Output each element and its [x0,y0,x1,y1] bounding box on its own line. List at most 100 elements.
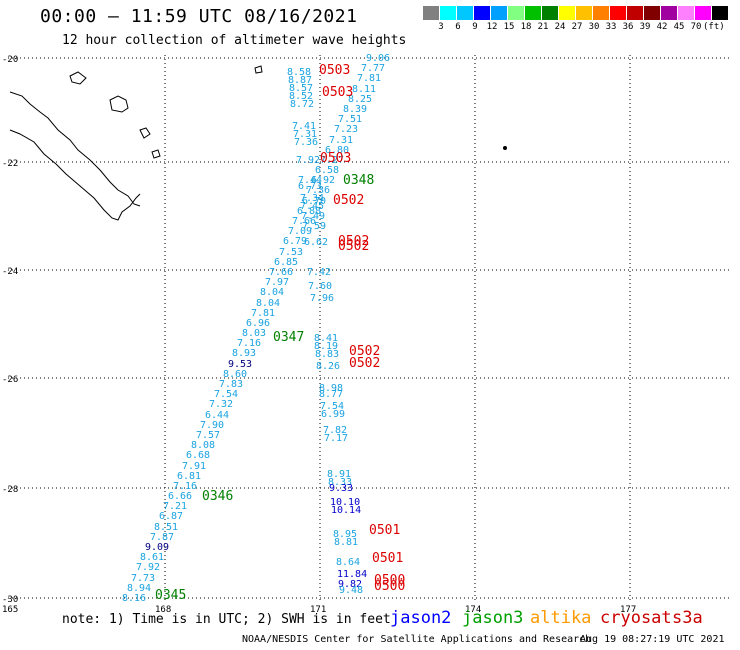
swh-value-track-a: 7.92 [136,562,161,573]
swh-value-track-a: 7.66 [292,216,317,227]
swh-value-track-b: 10.14 [331,505,362,516]
pass-id-s3a: 0502 [333,193,365,208]
legend-s3a: s3a [672,608,703,628]
generated-timestamp: Aug 19 08:27:19 UTC 2021 [580,634,725,645]
swh-value-track-a: 6.58 [315,165,340,176]
swh-value-track-a: 8.11 [352,84,377,95]
swh-value-track-a: 8.94 [127,583,152,594]
scale-swatch [440,6,456,20]
swh-value-track-b: 7.44 [298,175,323,186]
swh-value-track-a: 6.92 [311,175,336,186]
island-coast-c [151,149,161,159]
lon-tick-label: 174 [465,605,481,615]
lat-tick-label: -28 [2,485,18,495]
swh-value-track-a: 8.08 [191,440,216,451]
new-caledonia-coast [9,91,141,221]
pass-id-s3a: 0502 [349,356,381,371]
pass-id-s3a: 0502 [338,239,370,254]
scale-label: 15 [503,22,515,32]
pass-id-s3a: 0501 [369,523,401,538]
swh-value-track-a: 7.77 [361,63,386,74]
scale-swatch [661,6,677,20]
pass-id-s3a: 0502 [338,234,370,249]
swh-value-track-a: 8.03 [242,328,267,339]
swh-value-track-b: 7.92 [296,155,321,166]
island-coast-a [69,71,87,85]
map-subtitle: 12 hour collection of altimeter wave hei… [62,33,407,48]
swh-value-track-a: 7.73 [131,573,156,584]
swh-value-track-a: 9.06 [366,53,391,64]
swh-value-track-a: 7.31 [329,135,354,146]
scale-label: 45 [673,22,685,32]
swh-value-track-a: 7.27 [320,155,345,166]
scale-label: (ft) [703,22,725,32]
map-grid [8,55,732,600]
swh-value-track-b: 7.96 [310,293,335,304]
swh-value-track-b: 8.81 [334,537,359,548]
scale-label: 3 [438,22,444,32]
swh-value-track-b: 7.45 [300,201,325,212]
lat-tick-label: -24 [2,267,18,277]
swh-value-track-a: 9.09 [145,542,170,553]
scale-label: 24 [554,22,566,32]
swh-value-track-b: 8.41 [314,333,339,344]
swh-value-track-b: 10.10 [330,497,361,508]
swh-value-track-a: 7.21 [163,501,188,512]
swh-value-track-b: 7.36 [294,137,319,148]
swh-value-track-a: 8.25 [348,94,373,105]
swh-value-track-b: 8.77 [319,389,344,400]
swh-value-track-b: 11.84 [337,569,368,580]
swh-value-track-b: 8.87 [288,75,313,86]
scale-label: 6 [455,22,461,32]
swh-value-track-a: 6.87 [159,511,184,522]
scale-label: 12 [486,22,498,32]
swh-value-track-a: 7.91 [182,461,207,472]
swh-value-track-a: 7.16 [173,481,198,492]
swh-value-track-a: 7.09 [288,226,313,237]
swh-value-track-b: 8.83 [315,349,340,360]
swh-value-track-b: 7.31 [293,129,318,140]
scale-swatch [542,6,558,20]
island-coast-d [254,65,263,74]
swh-value-track-a: 8.60 [223,369,248,380]
lat-tick-label: -30 [2,595,18,605]
swh-value-track-b: 7.49 [301,211,326,222]
island-coast-b [139,127,151,139]
lat-tick-label: -20 [2,55,18,65]
swh-value-track-b: 7.34 [300,193,325,204]
swh-value-track-a: 6.70 [302,196,327,207]
scale-swatch [559,6,575,20]
swh-value-track-b: 6.99 [321,409,346,420]
swh-value-track-a: 7.54 [214,389,239,400]
lat-tick-label: -26 [2,375,18,385]
legend-jason2: jason2 [390,608,452,628]
swh-value-track-b: 8.91 [327,469,352,480]
scale-label: 27 [571,22,583,32]
pass-id-s3a: 0500 [374,579,406,594]
swh-value-track-b: 8.19 [314,341,339,352]
scale-swatch [695,6,711,20]
swh-value-track-a: 7.16 [237,338,262,349]
scale-swatch [593,6,609,20]
legend-cryosat: cryosat [600,608,672,628]
scale-label: 33 [605,22,617,32]
swh-value-track-a: 7.83 [219,379,244,390]
swh-value-track-a: 6.66 [168,491,193,502]
swh-value-track-b: 7.60 [308,281,333,292]
swh-value-track-b: 8.95 [333,529,358,540]
pass-id-s3a: 0501 [372,551,404,566]
swh-value-track-a: 8.04 [256,298,281,309]
legend-altika: altika [530,608,592,628]
swh-value-track-a: 7.53 [279,247,304,258]
map-title: 00:00 – 11:59 UTC 08/16/2021 [40,6,358,27]
swh-value-track-b: 8.98 [319,383,344,394]
scale-label: 21 [537,22,549,32]
swh-value-track-a: 7.81 [357,73,382,84]
swh-value-track-a: 9.53 [228,359,253,370]
swh-value-track-a: 8.93 [232,348,257,359]
scale-label: 36 [622,22,634,32]
swh-value-track-a: 6.80 [325,145,350,156]
scale-swatch [678,6,694,20]
swh-value-track-a: 7.51 [338,114,363,125]
scale-swatch [474,6,490,20]
